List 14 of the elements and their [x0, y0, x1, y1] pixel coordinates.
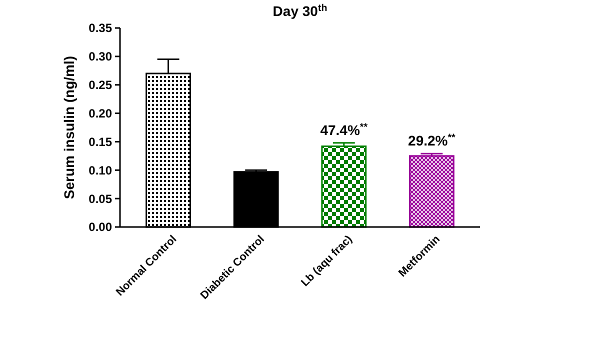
- bar: [409, 155, 454, 228]
- bar: [321, 146, 367, 228]
- y-tick-label: 0.15: [88, 134, 112, 149]
- annotation: 47.4%$^{**}$: [320, 121, 368, 138]
- y-axis-title: Serum insulin (ng/ml): [61, 56, 77, 200]
- chart-title: Day 30$^{th}$: [272, 2, 328, 19]
- y-tick-label: 0.25: [88, 78, 112, 92]
- y-tick-label: 0.10: [88, 163, 112, 178]
- annotation: 29.2%$^{**}$: [408, 132, 456, 149]
- y-tick-label: 0.05: [88, 192, 112, 206]
- y-tick-label: 0.20: [88, 106, 112, 120]
- y-tick-label: 0.30: [88, 50, 112, 64]
- y-tick-label: 0.35: [88, 21, 112, 36]
- y-tick-label: 0.00: [88, 220, 112, 234]
